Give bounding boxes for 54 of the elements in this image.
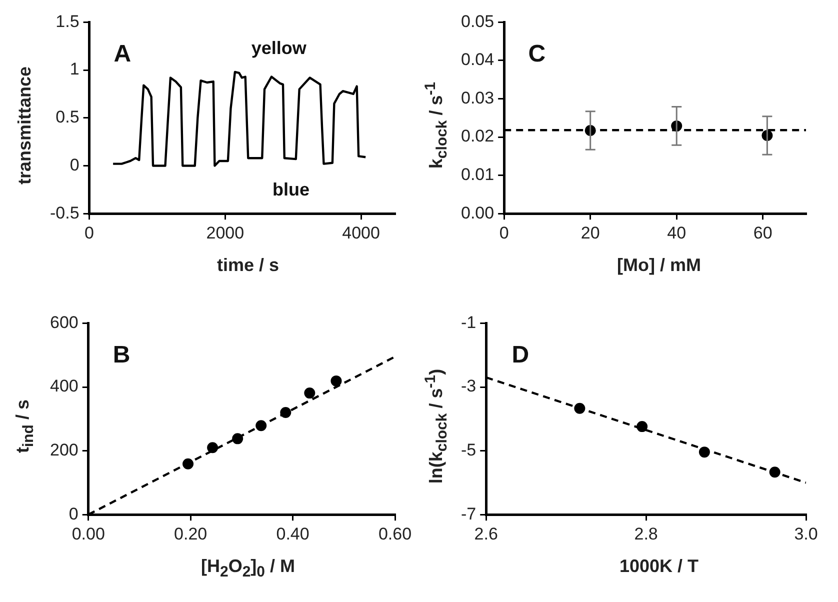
text: A	[114, 40, 132, 68]
y-tick-label: -7	[460, 504, 476, 524]
x-tick-label: 20	[580, 223, 600, 242]
x-tick-label: 0.60	[378, 524, 412, 544]
y-tick-label: 200	[50, 440, 78, 460]
y-tick-label: 1	[70, 60, 80, 79]
x-axis-title: 1000K / T	[618, 556, 700, 577]
y-tick-label: 0.04	[460, 50, 494, 70]
point	[698, 446, 710, 458]
point	[574, 402, 586, 414]
x-tick-label: 0	[499, 223, 509, 242]
y-tick-label: 0.02	[460, 126, 494, 146]
y-tick-label: 0	[70, 155, 80, 174]
point	[304, 388, 316, 399]
y-tick-label: -0.5	[50, 203, 80, 222]
x-tick-label: 2000	[206, 223, 244, 242]
point	[330, 375, 342, 386]
x-tick-label: 0.40	[276, 524, 310, 544]
y-tick-label: -5	[460, 440, 476, 460]
x-tick-label: 2.8	[634, 524, 658, 544]
point	[280, 407, 292, 418]
text: D	[512, 341, 530, 368]
y-tick-label: 1.5	[56, 12, 80, 31]
point	[232, 433, 244, 444]
y-tick-label: 0.01	[460, 165, 494, 184]
point	[182, 458, 194, 470]
text: C	[528, 40, 546, 68]
point	[207, 442, 218, 454]
y-tick-label: 0.03	[460, 88, 494, 108]
x-tick-label: 40	[667, 223, 686, 242]
point	[636, 421, 648, 432]
point	[256, 420, 267, 432]
y-axis-title: transmittance	[14, 66, 36, 185]
y-tick-label: -1	[460, 312, 476, 332]
point	[769, 466, 780, 478]
y-tick-label: 0.05	[460, 12, 494, 31]
x-axis-title: [Mo] / mM	[616, 255, 702, 276]
y-tick-label: 0.5	[56, 108, 80, 127]
y-tick-label: 0	[68, 504, 78, 524]
text: B	[112, 341, 130, 368]
x-axis-title: time / s	[216, 255, 280, 276]
x-tick-label: 2.6	[474, 524, 498, 544]
x-axis-title: [H$_{2}$O$_{2}$]$_{0}$ / M	[200, 556, 296, 581]
annotation: blue	[272, 180, 310, 200]
x-tick-label: 3.0	[794, 524, 818, 544]
x-tick-label: 60	[753, 223, 772, 242]
y-tick-label: -3	[460, 376, 476, 396]
x-tick-label: 0	[84, 223, 94, 242]
annotation: yellow	[251, 38, 308, 58]
x-tick-label: 0.20	[174, 524, 208, 544]
x-tick-label: 4000	[342, 223, 380, 242]
y-tick-label: 0.00	[460, 203, 494, 222]
y-tick-label: 400	[50, 376, 78, 396]
y-tick-label: 600	[50, 312, 78, 332]
